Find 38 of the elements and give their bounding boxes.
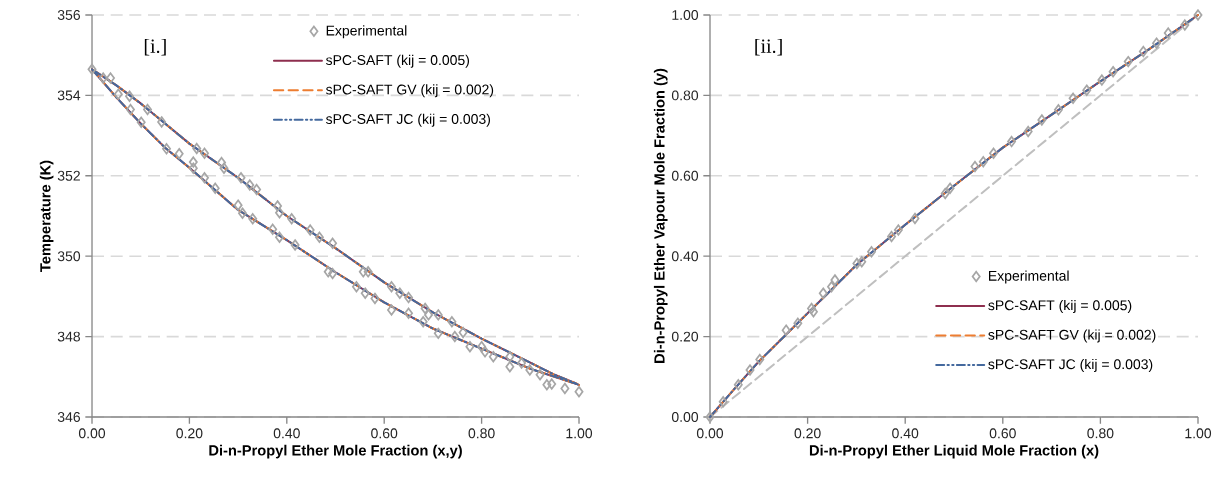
- legend-label: sPC-SAFT JC (kij = 0.003): [988, 358, 1153, 372]
- y-tick-label: 352: [57, 170, 80, 181]
- legend-label: Experimental: [326, 25, 407, 39]
- y-axis-title: Temperature (K): [39, 160, 54, 272]
- y-axis-title: Di-n-Propyl Ether Vapour Mole Fraction (y): [653, 68, 668, 363]
- x-tick-label: 0.20: [794, 428, 821, 439]
- y-tick-label: 0.00: [671, 412, 699, 422]
- x-tick-label: 0.60: [989, 428, 1016, 439]
- x-axis-title: Di-n-Propyl Ether Liquid Mole Fraction (x): [809, 444, 1099, 459]
- legend-label: Experimental: [989, 270, 1069, 284]
- y-tick-label: 346: [57, 412, 81, 422]
- legend-label: sPC-SAFT GV (kij = 0.002): [988, 329, 1156, 343]
- y-tick-label: 350: [57, 251, 81, 262]
- x-tick-label: 0.40: [892, 428, 919, 439]
- y-tick-label: 0.20: [671, 331, 699, 342]
- legend-label: sPC-SAFT GV (kij = 0.002): [325, 84, 494, 98]
- y-tick-label: 348: [57, 331, 81, 342]
- y-tick-label: 356: [57, 10, 81, 20]
- x-tick-label: 0.80: [1087, 428, 1114, 439]
- legend-label: sPC-SAFT JC (kij = 0.003): [325, 113, 491, 127]
- y-tick-label: 0.80: [671, 90, 699, 101]
- y-tick-label: 0.60: [671, 170, 699, 181]
- y-tick-label: 354: [57, 90, 81, 101]
- y-tick-label: 0.40: [671, 251, 699, 262]
- annotation: [i.]: [144, 38, 166, 56]
- x-tick-label: 0.80: [468, 428, 495, 439]
- y-tick-label: 1.00: [672, 10, 699, 20]
- x-tick-label: 0.20: [176, 428, 203, 439]
- x-tick-label: 0.40: [273, 428, 300, 439]
- x-tick-label: 0.60: [371, 428, 398, 439]
- annotation: [ii.]: [755, 38, 782, 56]
- x-tick-label: 0.00: [78, 428, 106, 439]
- x-tick-label: 0.00: [696, 428, 724, 439]
- legend-label: sPC-SAFT (kij = 0.005): [988, 299, 1132, 314]
- x-tick-label: 1.00: [1185, 428, 1212, 439]
- legend-label: sPC-SAFT (kij = 0.005): [325, 54, 470, 68]
- x-tick-label: 1.00: [566, 428, 593, 439]
- x-axis-title: Di-n-Propyl Ether Mole Fraction (x,y): [209, 444, 462, 459]
